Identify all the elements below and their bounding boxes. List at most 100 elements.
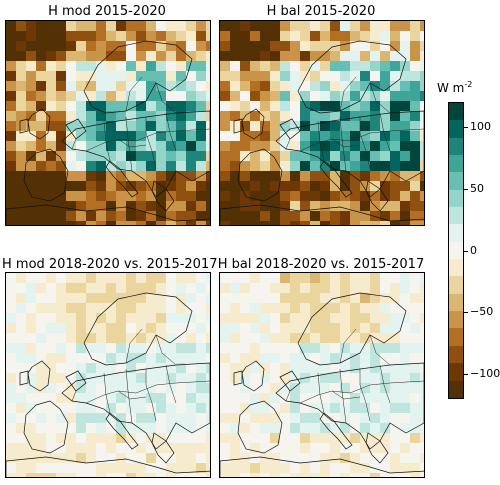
map-grid-cell [106,81,117,92]
map-grid-cell [126,61,137,72]
map-grid-cell [280,423,291,434]
map-grid-cell [270,373,281,384]
map-grid-cell [146,101,157,112]
map-grid-cell [86,363,97,374]
map-grid-cell [390,141,401,152]
map-grid-cell [46,333,57,344]
map-grid-cell [206,373,210,384]
map-grid-cell [250,453,261,464]
map-grid-cell [310,293,321,304]
map-grid-cell [260,181,271,192]
map-grid-cell [86,181,97,192]
map-grid-cell [260,393,271,404]
map-grid-cell [350,423,361,434]
map-grid-cell [206,151,210,162]
map-grid-cell [320,81,331,92]
country-border [155,334,177,366]
map-grid-cell [196,221,207,225]
map-grid-cell [260,313,271,324]
map-grid-cell [56,161,67,172]
map-grid-cell [260,211,271,222]
map-grid-cell [116,313,127,324]
map-grid-cell [36,283,47,294]
coastline [233,370,243,386]
map-grid-cell [16,393,27,404]
map-grid-cell [96,121,107,132]
map-grid-cell [270,101,281,112]
map-grid-cell [380,151,391,162]
map-grid-cell [156,363,167,374]
map-grid-cell [106,141,117,152]
map-grid-cell [390,443,401,454]
map-grid-cell [76,293,87,304]
map-grid-cell [330,101,341,112]
map-grid-cell [360,303,371,314]
map-grid-cell [46,323,57,334]
map-grid-cell [350,403,361,414]
map-grid-cell [16,303,27,314]
coastline [151,180,175,212]
map-grid-cell [156,413,167,424]
map-grid-cell [290,181,301,192]
map-grid-cell [290,51,301,62]
map-grid-cell [410,121,421,132]
map-grid-cell [310,393,321,404]
map-grid-cell [410,91,421,102]
map-grid-cell [350,313,361,324]
map-grid-cell [66,393,77,404]
map-grid-cell [206,81,210,92]
map-grid-cell [36,141,47,152]
country-border [331,138,361,148]
map-grid-cell [420,21,424,32]
map-grid-cell [176,463,187,474]
map-grid-cell [410,393,421,404]
map-grid-cell [240,171,251,182]
map-grid-cell [260,303,271,314]
map-grid-cell [220,141,231,152]
map-grid-cell [400,283,411,294]
map-grid-cell [400,323,411,334]
map-grid-cell [340,283,351,294]
map-grid-cell [116,353,127,364]
map-grid-cell [46,161,57,172]
map-grid-cell [116,393,127,404]
map-grid-cell [350,443,361,454]
map-grid-cell [46,433,57,444]
map-grid-cell [420,463,424,474]
map-grid-cell [360,313,371,324]
map-grid-cell [26,81,37,92]
map-grid-cell [420,211,424,222]
map-grid-cell [280,21,291,32]
map-grid-cell [46,61,57,72]
map-grid-cell [320,333,331,344]
map-grid-cell [206,141,210,152]
map-grid-cell [300,171,311,182]
map-grid-cell [390,423,401,434]
map-grid-cell [330,363,341,374]
map-grid-cell [166,273,177,284]
map-grid-cell [400,101,411,112]
map-grid-cell [290,41,301,52]
map-grid-cell [56,463,67,474]
map-grid-cell [56,141,67,152]
map-grid-cell [136,443,147,454]
map-grid-cell [56,171,67,182]
coastline [365,432,389,464]
map-grid-cell [270,443,281,454]
map-grid-cell [86,151,97,162]
map-grid-cell [16,443,27,454]
map-grid-cell [136,101,147,112]
map-grid-cell [6,443,17,454]
map-grid-cell [250,191,261,202]
map-grid-cell [106,131,117,142]
map-grid-cell [290,453,301,464]
map-grid-cell [66,303,77,314]
coastline [61,110,210,198]
map-grid-cell [116,191,127,202]
map-grid-cell [280,443,291,454]
map-grid-cell [340,211,351,222]
map-grid-cell [350,121,361,132]
map-grid-cell [230,283,241,294]
map-grid-cell [66,353,77,364]
map-grid-cell [390,373,401,384]
